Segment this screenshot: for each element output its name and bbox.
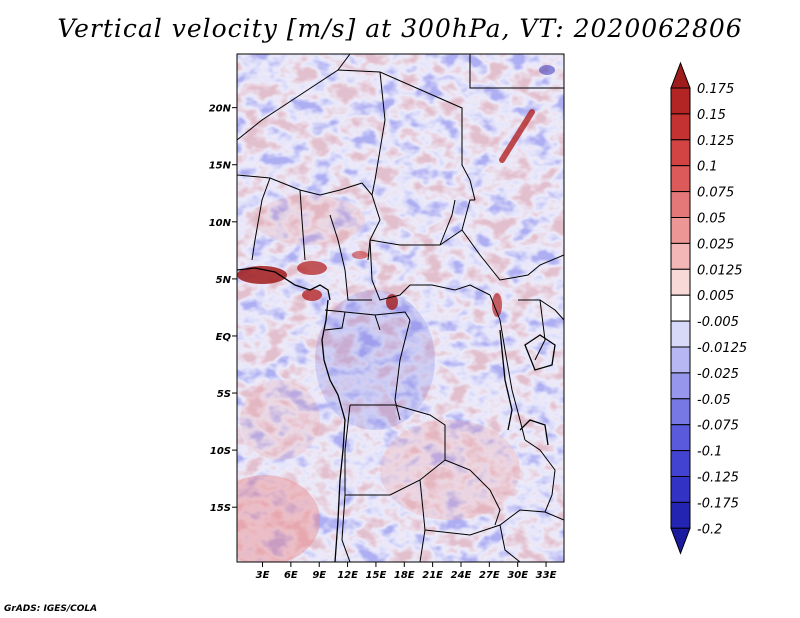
colorbar-segment [670,320,691,348]
lon-tick-label: 12E [337,570,358,581]
colorbar-segment [670,217,691,244]
lon-tick-label: 33E [536,570,557,581]
colorbar-segment [670,424,691,452]
grads-credit: GrADS: IGES/COLA [4,604,98,614]
map-frame [236,53,565,563]
lon-tick-label: 27E [479,570,500,581]
lat-tick-label: 15S [210,503,231,514]
colorbar-label: 0.15 [697,108,726,123]
lon-tick-label: 6E [284,570,298,581]
colorbar-segment [670,191,691,219]
lon-tick-label: 9E [312,570,326,581]
lon-tick-label: 15E [366,570,387,581]
lon-tick-label: 3E [256,570,270,581]
lat-tick-label: 20N [209,104,232,115]
colorbar-label: -0.075 [697,419,739,434]
lat-tick-label: 10S [210,446,231,457]
colorbar-label: 0.025 [697,237,734,252]
colorbar-top-arrow [670,61,691,89]
colorbar-label: -0.0125 [697,341,747,356]
colorbar-label: -0.2 [697,522,722,537]
colorbar-segment [670,139,691,167]
colorbar-segment [670,450,691,478]
colorbar-segment [670,165,691,193]
colorbar-segment [670,346,691,374]
longitude-axis: 3E 6E 9E 12E 15E 18E 21E 24E 27E 30E 33E [256,562,557,581]
colorbar-label: -0.1 [697,445,722,460]
colorbar-label: -0.125 [697,471,739,486]
colorbar-segment [670,87,691,115]
colorbar-label: 0.0125 [697,263,743,278]
lon-tick-label: 30E [507,570,528,581]
colorbar-label: 0.125 [697,134,734,149]
vertical-velocity-field [237,54,564,562]
lon-tick-label: 24E [451,570,472,581]
lat-tick-label: 5N [216,275,232,286]
lon-tick-label: 18E [394,570,415,581]
latitude-axis: 20N 15N 10N 5N EQ 5S 10S 15S [209,104,237,514]
colorbar-bottom-arrow [670,527,691,555]
colorbar-label: 0.075 [697,186,734,201]
lon-tick-label: 21E [422,570,443,581]
colorbar-label: 0.005 [697,289,734,304]
chart-title: Vertical velocity [m/s] at 300hPa, VT: 2… [57,14,743,43]
coastlines [237,267,556,562]
colorbar-segment [670,398,691,426]
country-borders [237,54,564,562]
colorbar-segment [670,501,691,529]
colorbar-label: 0.05 [697,212,726,227]
colorbar-segment [670,113,691,141]
colorbar-label: 0.175 [697,82,734,97]
lat-tick-label: 5S [217,389,231,400]
lat-tick-label: 15N [209,161,232,172]
colorbar-label: 0.1 [697,160,718,175]
colorbar-segment [670,242,691,270]
colorbar-label: -0.05 [697,393,731,408]
lat-tick-label: EQ [216,332,232,343]
colorbar: 0.175 0.15 0.125 0.1 0.075 0.05 0.025 0.0125 0.0… [670,61,747,555]
colorbar-segment [670,294,691,322]
colorbar-segment [670,268,691,296]
colorbar-segment [670,476,691,503]
colorbar-label: -0.005 [697,315,739,330]
colorbar-segment [670,372,691,400]
colorbar-label: -0.025 [697,367,739,382]
lat-tick-label: 10N [209,218,232,229]
colorbar-label: -0.175 [697,496,739,511]
